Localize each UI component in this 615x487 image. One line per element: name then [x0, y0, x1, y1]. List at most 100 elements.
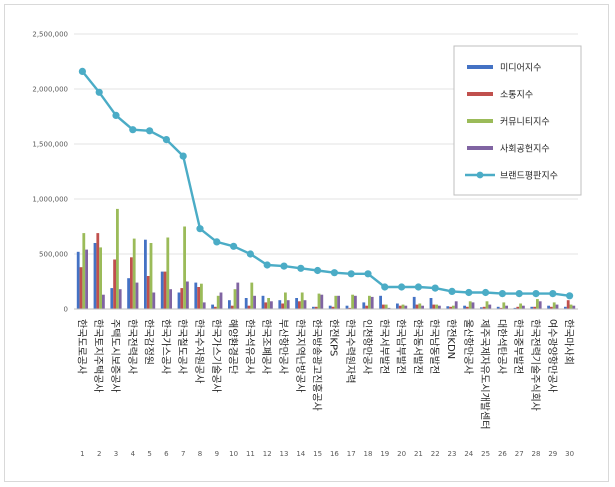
bar — [547, 305, 550, 309]
x-axis-labels: 한국도로공사 1 한국토지주택공사 2 주택도시보증공사 3 한국전력공사 4 한국감정원 5 한국… — [75, 319, 574, 458]
bar — [118, 289, 122, 309]
category-label: 인천항만공사 — [361, 319, 373, 374]
y-axis-ticks: 2,500,000 2,000,000 1,500,000 1,000,000 500,… — [32, 31, 68, 314]
legend-label: 브랜드평판지수 — [500, 171, 558, 182]
bar — [482, 306, 486, 309]
bar — [160, 271, 164, 309]
bar — [197, 287, 200, 309]
bar — [421, 305, 424, 309]
bar — [85, 249, 88, 309]
bar — [536, 299, 539, 309]
bar — [538, 301, 542, 309]
bar — [337, 295, 340, 309]
line-point — [246, 250, 254, 258]
category-label: 울산항만공사 — [462, 319, 474, 374]
category-label: 한국도로공사 — [75, 319, 87, 374]
category-number: 4 — [131, 450, 136, 458]
bar — [438, 305, 441, 309]
bar — [480, 307, 483, 309]
bar — [362, 302, 366, 309]
bar — [446, 306, 450, 309]
bar — [552, 302, 556, 309]
category-label: 해양환경공단 — [227, 319, 240, 374]
line-point — [196, 225, 204, 233]
bar — [496, 306, 500, 309]
y-tick-label: 500,000 — [39, 251, 68, 259]
bar — [183, 226, 186, 309]
legend-label: 미디어지수 — [500, 63, 541, 74]
category-label: 한국서부발전 — [378, 319, 390, 374]
bar — [247, 305, 251, 309]
bar — [387, 307, 391, 309]
bar — [216, 295, 220, 309]
category-label: 한국감정원 — [143, 319, 155, 365]
line-point — [549, 290, 557, 298]
category-number: 2 — [97, 450, 101, 458]
category-label: 한국토지주택공사 — [92, 319, 104, 393]
category-number: 23 — [448, 450, 457, 458]
bar — [132, 238, 136, 309]
bar — [314, 306, 318, 309]
bar — [331, 306, 335, 309]
line-point — [263, 261, 271, 269]
category-number: 15 — [313, 450, 322, 458]
line-point — [448, 287, 456, 295]
bar — [379, 295, 382, 309]
bar — [485, 301, 489, 309]
bar — [219, 292, 223, 309]
category-label: 한국지역난방공사 — [294, 319, 306, 393]
legend-swatch — [467, 65, 493, 69]
category-label: 한국철도공사 — [176, 319, 188, 374]
bar — [261, 295, 265, 309]
bar — [449, 306, 452, 309]
line-point — [213, 238, 221, 246]
line-point — [297, 264, 305, 272]
line-point — [566, 292, 574, 300]
category-number: 7 — [181, 450, 185, 458]
bar — [412, 296, 416, 309]
bar — [169, 289, 172, 309]
bar — [382, 304, 385, 309]
category-number: 13 — [280, 450, 289, 458]
bar — [228, 300, 231, 309]
category-label: 부산항만공사 — [277, 319, 289, 374]
bar — [513, 307, 517, 309]
bar — [351, 294, 354, 309]
bar — [82, 233, 86, 309]
category-label: 한국수자원공사 — [193, 319, 205, 383]
brand-line — [78, 67, 574, 300]
bar — [418, 303, 422, 309]
bar — [99, 247, 102, 309]
bar — [166, 237, 170, 309]
bar — [144, 239, 147, 309]
bar — [267, 298, 270, 309]
bar — [135, 282, 139, 309]
line-point — [230, 242, 238, 250]
category-number: 12 — [263, 450, 272, 458]
line-point — [112, 111, 120, 119]
bar — [522, 305, 525, 309]
category-number: 5 — [147, 450, 151, 458]
category-label: 한국가스기술공사 — [210, 319, 222, 393]
bar — [452, 305, 455, 309]
bar — [502, 302, 506, 309]
bar — [110, 288, 114, 309]
legend-swatch — [467, 92, 493, 96]
category-label: 한국석유공사 — [243, 319, 255, 374]
legend-label: 사회공헌지수 — [500, 144, 550, 155]
category-number: 22 — [431, 450, 440, 458]
bar — [384, 304, 388, 309]
category-number: 25 — [481, 450, 490, 458]
category-number: 19 — [380, 450, 389, 458]
y-tick-label: 1,000,000 — [32, 196, 68, 204]
category-number: 14 — [296, 450, 305, 458]
legend-label: 소통지수 — [500, 90, 533, 101]
category-label: 여수광양항만공사 — [546, 319, 558, 393]
bar — [530, 306, 534, 309]
category-label: 한국남부발전 — [395, 319, 407, 374]
category-label: 한국중부발전 — [512, 319, 524, 374]
bar — [370, 296, 374, 309]
bar — [180, 288, 184, 309]
bar — [281, 303, 284, 309]
category-number: 21 — [414, 450, 423, 458]
